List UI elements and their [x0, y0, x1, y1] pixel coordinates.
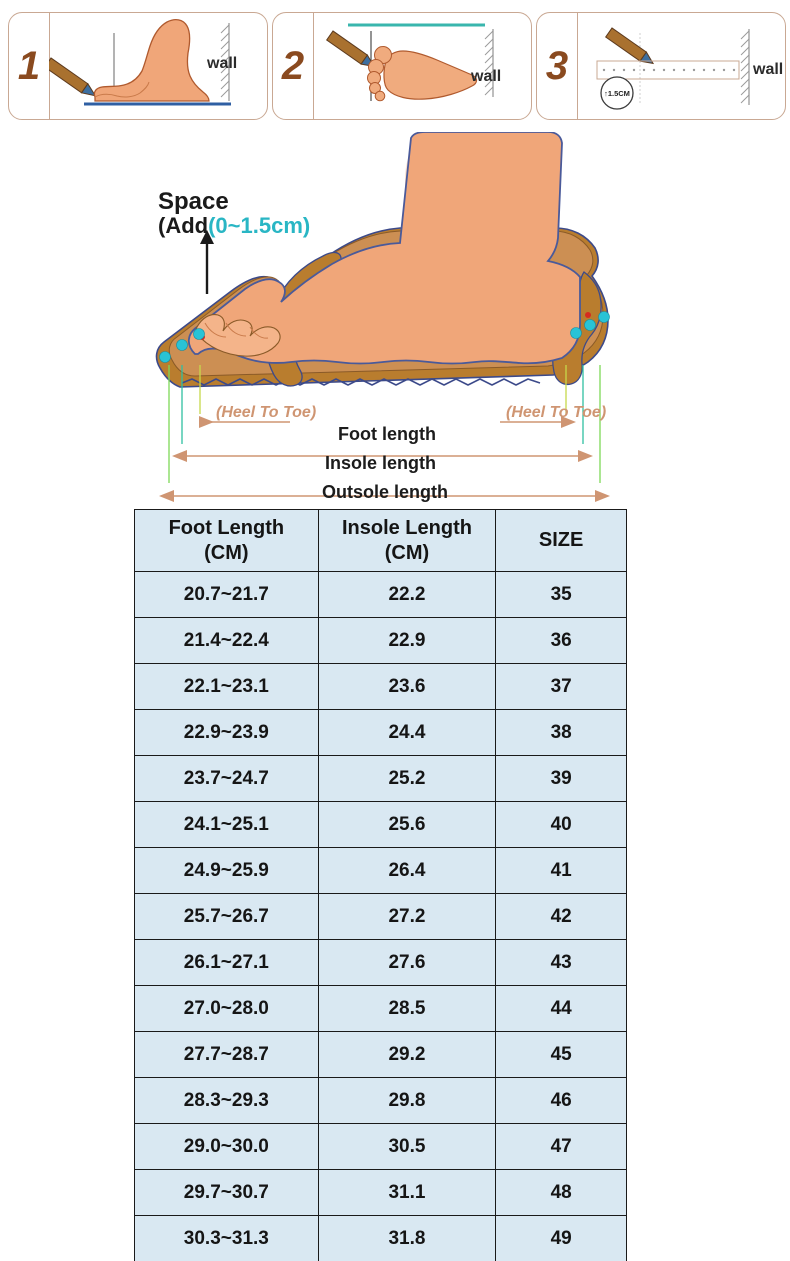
svg-text:↑1.5CM: ↑1.5CM — [604, 89, 630, 98]
